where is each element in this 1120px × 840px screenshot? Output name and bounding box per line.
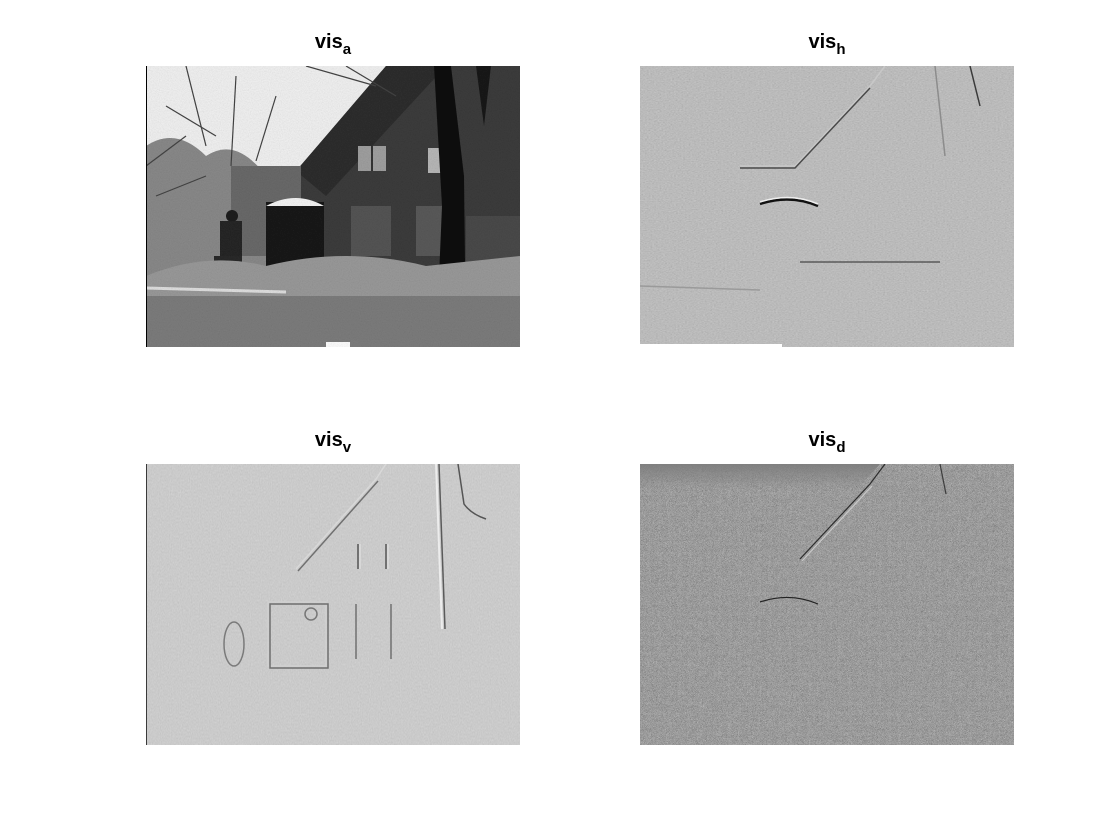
panel-title-vis-a: visa xyxy=(146,30,520,62)
title-subscript: a xyxy=(342,41,352,58)
image-vis-a xyxy=(146,66,520,347)
title-main: vis xyxy=(808,31,837,53)
title-main: vis xyxy=(314,429,343,451)
panel-vis-a: visa xyxy=(146,31,520,347)
title-main: vis xyxy=(314,31,343,53)
image-vis-d xyxy=(640,464,1014,745)
title-subscript: d xyxy=(836,439,846,456)
image-vis-v xyxy=(146,464,520,745)
image-vis-h xyxy=(640,66,1014,347)
title-subscript: v xyxy=(342,439,352,456)
title-main: vis xyxy=(808,429,837,451)
panel-vis-h: vish xyxy=(640,31,1014,347)
panel-title-vis-h: vish xyxy=(640,30,1014,62)
panel-vis-d: visd xyxy=(640,429,1014,745)
panel-title-vis-v: visv xyxy=(146,428,520,460)
panel-vis-v: visv xyxy=(146,429,520,745)
title-subscript: h xyxy=(836,41,846,58)
panel-title-vis-d: visd xyxy=(640,428,1014,460)
